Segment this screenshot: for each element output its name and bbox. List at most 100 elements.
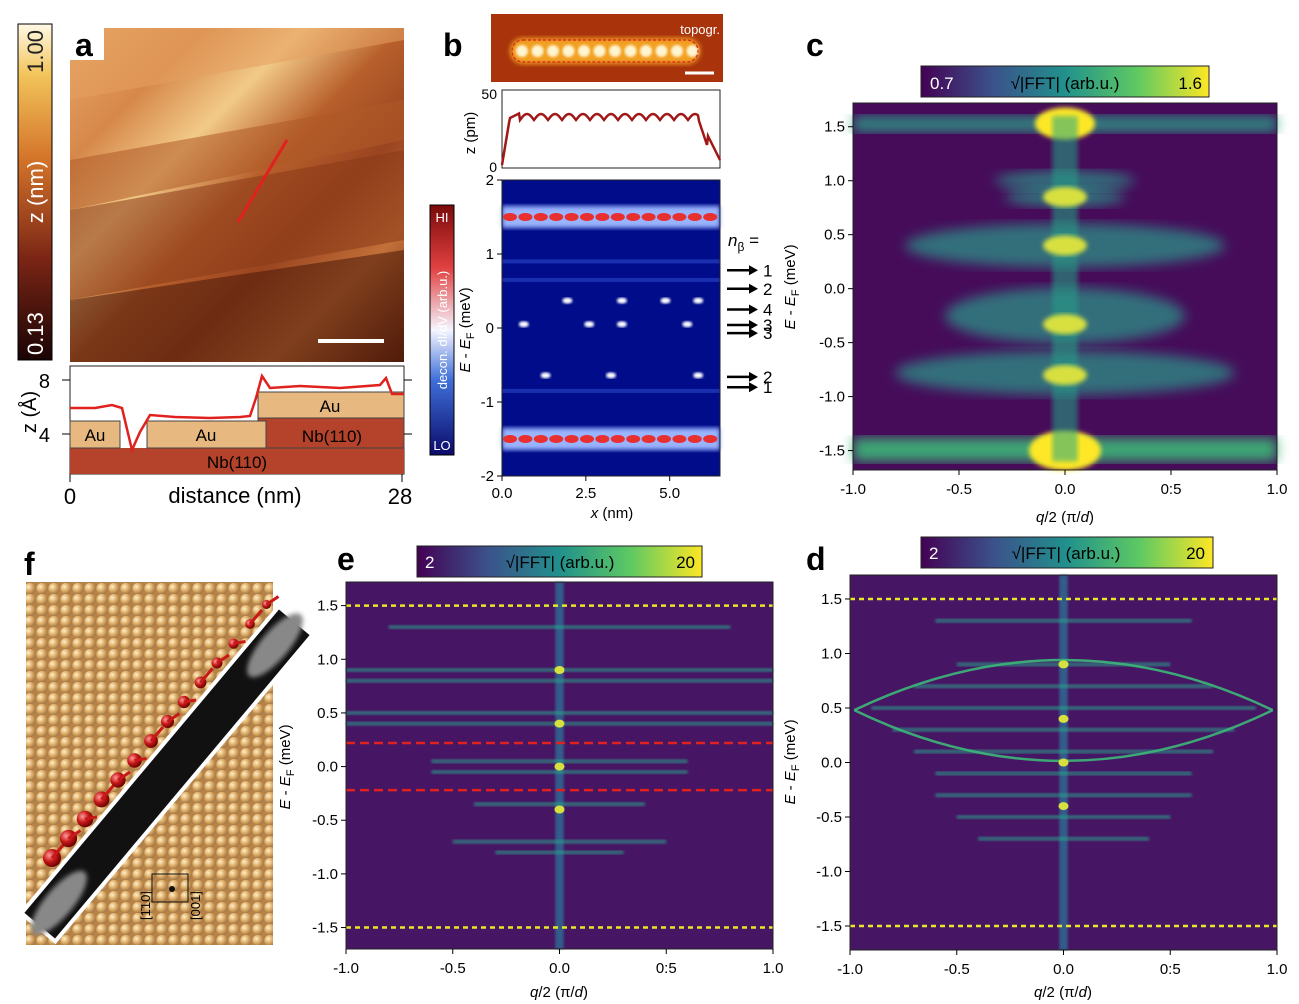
ytick: 0.0 [824,281,845,298]
chain-atom [562,45,575,57]
peak-spot [687,435,702,443]
n-beta-arrowhead [749,283,758,294]
chain-atom [593,45,606,57]
panel-a: 1.00 0.13 z (nm) a Au Au Au Nb(110) Nb(1… [17,23,412,509]
colorbar-a-min: 0.13 [23,312,48,355]
colorbar-b-lo: LO [433,438,450,453]
ylabel-e: E - EF (meV) [277,724,297,809]
n-beta-value: 1 [763,261,772,280]
n-beta-value: 4 [763,301,772,320]
band [431,769,688,774]
band [474,802,645,807]
peak-spot [641,435,656,443]
colorbar-e-max: 20 [676,553,695,572]
xlabel-d: q/2 (π/d) [1034,984,1092,1001]
ytick: -1.5 [312,920,338,937]
peak-spot [518,213,533,221]
ytick: -0.5 [312,812,338,829]
ytick: 1.0 [821,645,842,662]
peak-spot [657,213,671,221]
topography-texture [70,28,404,362]
fft-map-d-ticks: 1.5 1.0 0.5 0.0 -0.5 -1.0 -1.5 -1.0 -0.5 0.0 0:5 1.… [816,591,1287,978]
ytick-b-map: 1 [486,246,494,263]
in-gap-state [606,372,616,379]
xlabel-e: q/2 (π/d) [530,984,588,1001]
peak-spot [703,435,718,443]
in-gap-state [584,321,595,328]
colorbar-c-max: 1.6 [1178,74,1202,93]
xtick: 0.0 [1053,961,1074,978]
band [892,727,1235,732]
peak-spot [503,435,517,443]
band [978,836,1149,841]
block-au-3 [257,391,405,419]
peak-spot [657,435,671,443]
xtick: -1.0 [840,481,866,498]
ytick-b-map: 2 [486,172,494,189]
ytick-b-map: -1 [481,394,494,411]
peak-spot [580,213,594,221]
band [495,850,624,855]
n-beta-value: 2 [763,280,772,299]
ytick: -1.0 [816,864,842,881]
xlabel-b: x (nm) [590,505,634,522]
peak [1043,235,1087,256]
spin-arrow [183,698,197,704]
spin-arrow [134,757,147,762]
band [995,170,1135,191]
block-label-nb-right: Nb(110) [302,427,362,446]
peak-spot [564,213,579,221]
peak [554,805,565,814]
n-beta-arrowhead [749,265,758,276]
unit-cell [151,873,189,903]
xtick: 0.0 [1055,481,1076,498]
in-gap-band [502,277,720,282]
ytick-b-50: 50 [481,86,497,102]
n-beta-value: 2 [763,368,772,387]
spin-arrow [265,595,280,606]
xtick: -1.0 [837,961,863,978]
ytick: -1.5 [816,918,842,935]
in-gap-state [616,297,627,304]
height-profile-b [501,89,721,169]
spin-arrow [233,640,246,645]
band [431,759,688,764]
spin-arrow [216,653,230,665]
peak-spot [626,213,641,221]
peak [1043,365,1087,386]
chain-atom [640,45,652,57]
colorbar-c [920,65,1210,98]
panel-letter-c: c [806,27,824,63]
band [346,710,773,715]
peak [554,762,565,771]
xtick: 0:5 [1160,961,1181,978]
arc [853,658,1274,712]
colorbar-c-label: √|FFT| (arb.u.) [1011,74,1120,93]
in-gap-state [616,321,627,328]
panel-e: e 2 √|FFT| (arb.u.) 20 1.5 1.0 0.5 0.0 -0.5 -… [277,541,783,1001]
peak-spot [549,435,564,443]
peak-spot [595,213,610,221]
colorbar-a-label: z (nm) [23,161,48,223]
colorbar-a [17,23,53,361]
panel-letter-b: b [443,27,463,63]
xtick: -0.5 [944,961,970,978]
peak-spot [703,213,718,221]
xtick-b: 0.0 [492,485,513,502]
panel-letter-a: a [75,27,93,63]
n-beta-arrowhead [749,328,758,339]
block-label-au-1: Au [85,426,106,445]
block-au-2 [146,420,267,449]
fft-map-c-ticks: 1.5 1.0 0.5 0.0 -0.5 -1.0 -1.5 -1.0 -0.5 0.0 0:5 1.… [819,119,1287,498]
peak-spot [533,435,548,443]
colorbar-e-label: √|FFT| (arb.u.) [506,553,615,572]
chain-outline [511,39,699,63]
spin-arrow [117,770,131,782]
block-label-au-2: Au [196,426,217,445]
chain-atom [547,45,559,57]
xlabel-c: q/2 (π/d) [1036,509,1094,526]
peak-spot [672,435,687,443]
xtick: 1.0 [1267,961,1288,978]
n-beta-value: 1 [763,378,772,397]
